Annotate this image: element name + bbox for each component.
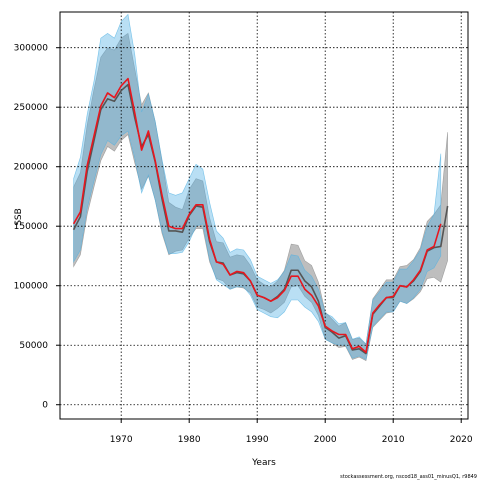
x-tick-label: 1990 [246,435,269,445]
y-tick-label: 250000 [14,103,49,113]
x-tick-label: 2010 [382,435,405,445]
confidence-bands [73,13,448,362]
footnote: stockassessment.org, nscod18_ass01_minus… [340,474,477,480]
series-line-2 [72,77,442,354]
x-axis-label: Years [251,458,276,468]
x-tick-label: 1980 [178,435,201,445]
confidence-band-2 [73,13,442,360]
y-tick-label: 200000 [14,163,49,173]
x-tick-label: 2000 [314,435,337,445]
series-lines [72,77,449,355]
y-tick-label: 150000 [14,222,49,232]
y-tick-label: 0 [42,401,48,411]
y-tick-label: 100000 [14,282,49,292]
x-tick-label: 1970 [110,435,133,445]
axis-ticks: 1970 1980 1990 2000 2010 2020 0 50000 100000 1500… [14,44,473,445]
plot-frame [59,11,469,420]
y-axis-label: SSB [14,208,24,226]
y-tick-label: 300000 [14,44,49,54]
x-tick-label: 2020 [450,435,473,445]
grid-lines [60,12,468,419]
y-tick-label: 50000 [19,341,48,351]
